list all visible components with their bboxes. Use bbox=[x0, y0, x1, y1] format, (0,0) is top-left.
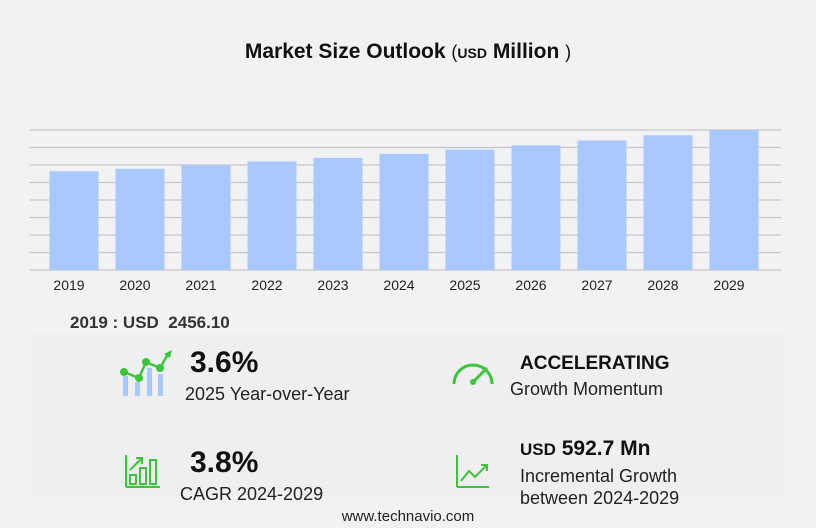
x-tick-label: 2020 bbox=[119, 277, 150, 293]
cagr-label: CAGR 2024-2029 bbox=[180, 484, 324, 504]
x-tick-label: 2024 bbox=[383, 277, 414, 293]
x-tick-label: 2019 bbox=[53, 277, 84, 293]
yoy-value: 3.6% bbox=[190, 346, 259, 379]
x-tick-label: 2021 bbox=[185, 277, 216, 293]
bar-2028 bbox=[643, 135, 693, 270]
bar-growth-icon bbox=[125, 455, 160, 488]
x-tick-label: 2023 bbox=[317, 277, 348, 293]
bar-2029 bbox=[709, 130, 759, 270]
x-tick-label: 2029 bbox=[713, 277, 744, 293]
momentum-label: Growth Momentum bbox=[510, 379, 664, 399]
title-paren-close: ) bbox=[565, 42, 572, 62]
growth-chart-icon bbox=[120, 350, 172, 396]
trend-up-icon bbox=[456, 455, 489, 488]
bar-2027 bbox=[577, 140, 627, 270]
bar-2022 bbox=[247, 161, 297, 270]
bar-chart: 2019 2020 2021 2022 2023 2024 2025 2026 2027 2028… bbox=[30, 129, 781, 293]
bar-2021 bbox=[181, 165, 231, 270]
incremental-label: Incremental Growth bbox=[520, 466, 678, 486]
bar-2026 bbox=[511, 145, 561, 270]
title-unit2: Million bbox=[492, 40, 560, 63]
cagr-value: 3.8% bbox=[190, 446, 259, 479]
yoy-label: 2025 Year-over-Year bbox=[185, 384, 350, 404]
x-tick-label: 2026 bbox=[515, 277, 546, 293]
first-year-number: 2456.10 bbox=[168, 313, 230, 332]
first-year-label: 2019 : USD bbox=[70, 313, 159, 332]
incremental-period: between 2024-2029 bbox=[520, 488, 680, 508]
x-tick-label: 2028 bbox=[647, 277, 678, 293]
speedometer-icon bbox=[452, 363, 494, 385]
title-unit: USD bbox=[457, 45, 487, 61]
chart-title: Market Size Outlook (USD Million ) bbox=[0, 40, 816, 64]
momentum-value: ACCELERATING bbox=[520, 353, 670, 374]
x-tick-label: 2025 bbox=[449, 277, 480, 293]
bar-2025 bbox=[445, 149, 495, 270]
bar-2019 bbox=[49, 171, 99, 270]
footer-url: www.technavio.com bbox=[341, 508, 475, 525]
incremental-value: 592.7 Mn bbox=[561, 437, 651, 460]
title-main: Market Size Outlook bbox=[244, 40, 446, 63]
bar-2020 bbox=[115, 168, 165, 270]
x-tick-label: 2027 bbox=[581, 277, 612, 293]
title-paren-open: ( bbox=[451, 42, 458, 62]
incremental-unit: USD bbox=[520, 440, 556, 459]
bar-2023 bbox=[313, 157, 363, 270]
first-year-value: 2019 : USD 2456.10 bbox=[70, 313, 230, 333]
stats-panel bbox=[32, 334, 784, 496]
x-tick-label: 2022 bbox=[251, 277, 282, 293]
bar-2024 bbox=[379, 153, 429, 270]
